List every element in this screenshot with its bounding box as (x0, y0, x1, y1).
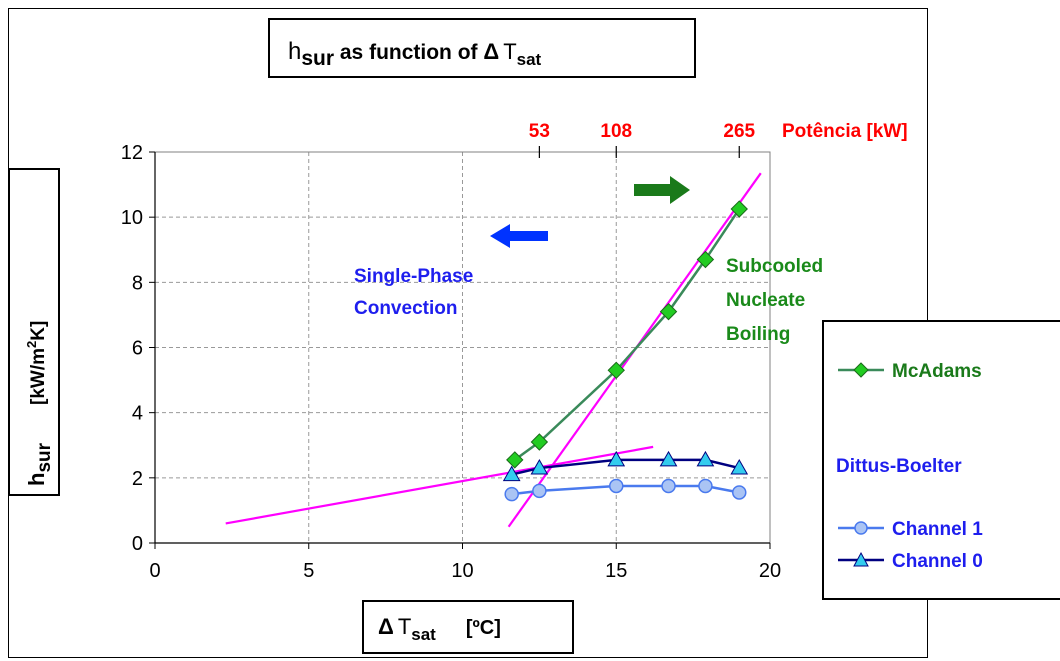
ylabel-units: [kW/m (28, 348, 49, 405)
xlabel-delta: Δ (378, 614, 394, 639)
top-axis-tick-label: 53 (529, 121, 550, 142)
chart-title-box: hsur as function of Δ Tsat (268, 18, 696, 78)
data-point (696, 250, 715, 269)
top-axis-tick-label: 265 (723, 121, 755, 142)
legend-item-channel0: Channel 0 (838, 551, 983, 572)
arrow-left-icon (490, 224, 548, 248)
ylabel-h: h (24, 473, 49, 486)
fit-line (225, 445, 654, 525)
y-tick-label: 4 (132, 403, 143, 425)
legend-channel0-label: Channel 0 (892, 551, 983, 572)
grid (155, 152, 770, 543)
legend-item-channel1: Channel 1 (838, 519, 983, 540)
y-axis-label: hsur [kW/m2K] (24, 321, 55, 486)
y-tick-label: 6 (132, 338, 143, 360)
top-axis: 53 108 265 (529, 121, 756, 158)
series (502, 200, 749, 502)
top-axis-tick-label: 108 (600, 121, 632, 142)
chart-title: hsur as function of Δ Tsat (288, 38, 542, 70)
y-axis-label-box: hsur [kW/m2K] (8, 168, 60, 496)
x-tick-label: 0 (149, 560, 160, 582)
legend: McAdams Dittus-Boelter Channel 1 Channel… (822, 320, 1060, 600)
data-point (609, 478, 624, 494)
data-point (730, 200, 748, 218)
single-phase-annotation: Single-Phase Convection (354, 266, 473, 319)
subcooled-annotation: Subcooled Nucleate Boiling (726, 256, 823, 345)
data-point (607, 450, 626, 467)
ylabel-sub: sur (34, 442, 55, 472)
chart-frame (8, 8, 928, 658)
data-point (659, 302, 678, 321)
data-point (661, 478, 676, 494)
data-point (696, 450, 715, 467)
y-tick-label: 8 (132, 272, 143, 294)
xlabel-units: [ºC] (466, 617, 501, 639)
xlabel-T: T (398, 614, 411, 639)
series-channel-0 (502, 450, 749, 482)
x-tick-label: 20 (759, 560, 781, 582)
y-tick-label: 10 (121, 207, 143, 229)
data-point (607, 361, 625, 380)
series-mcadams (506, 200, 748, 469)
top-axis-label: Potência [kW] (782, 121, 908, 142)
legend-item-mcadams: McAdams (838, 361, 982, 382)
x-axis-label-box: Δ Tsat [ºC] (362, 600, 574, 654)
legend-mcadams-marker (853, 362, 869, 378)
subcooled-label-1: Subcooled (726, 256, 823, 277)
title-middle: as function of (334, 41, 483, 64)
y-tick-label: 2 (132, 468, 143, 490)
series-line (514, 208, 741, 461)
title-h: h (288, 38, 301, 65)
legend-channel1-marker (854, 521, 868, 535)
data-point (530, 459, 549, 475)
legend-mcadams-label: McAdams (892, 361, 982, 382)
legend-group-title: Dittus-Boelter (836, 456, 962, 477)
fit-lines (225, 172, 762, 528)
legend-channel1-label: Channel 1 (892, 519, 983, 540)
subcooled-label-3: Boiling (726, 324, 790, 345)
x-tick-label: 15 (605, 560, 627, 582)
single-phase-label-2: Convection (354, 298, 457, 319)
svg-text:hsur[kW/m2K]: hsur [kW/m2K] (24, 321, 55, 486)
data-point (532, 483, 547, 499)
ylabel-sup: 2 (24, 341, 39, 348)
data-point (504, 486, 519, 502)
title-sub: sur (301, 47, 334, 70)
data-point (730, 459, 749, 475)
title-delta: Δ (483, 39, 499, 64)
legend-channel0-marker (853, 551, 869, 567)
legend-content: McAdams Dittus-Boelter Channel 1 Channel… (836, 361, 983, 572)
x-tick-label: 10 (451, 560, 473, 582)
series-channel-1 (504, 478, 747, 502)
axes: 0 2 4 6 8 10 12 0 5 10 15 20 (121, 142, 781, 582)
y-tick-label: 0 (132, 533, 143, 555)
xlabel-sub: sat (411, 625, 436, 644)
arrow-right-icon (634, 176, 690, 204)
ylabel-units-end: K] (28, 321, 49, 341)
y-tick-label: 12 (121, 142, 143, 164)
x-axis-label: Δ Tsat [ºC] (378, 614, 501, 644)
title-tsub: sat (517, 50, 542, 69)
single-phase-label-1: Single-Phase (354, 266, 473, 287)
subcooled-label-2: Nucleate (726, 290, 805, 311)
data-point (659, 450, 678, 467)
data-point (502, 465, 521, 482)
data-point (732, 485, 747, 500)
data-point (506, 451, 524, 469)
data-point (530, 433, 549, 451)
data-point (698, 478, 713, 494)
x-tick-label: 5 (303, 560, 314, 582)
title-T: T (503, 39, 516, 64)
